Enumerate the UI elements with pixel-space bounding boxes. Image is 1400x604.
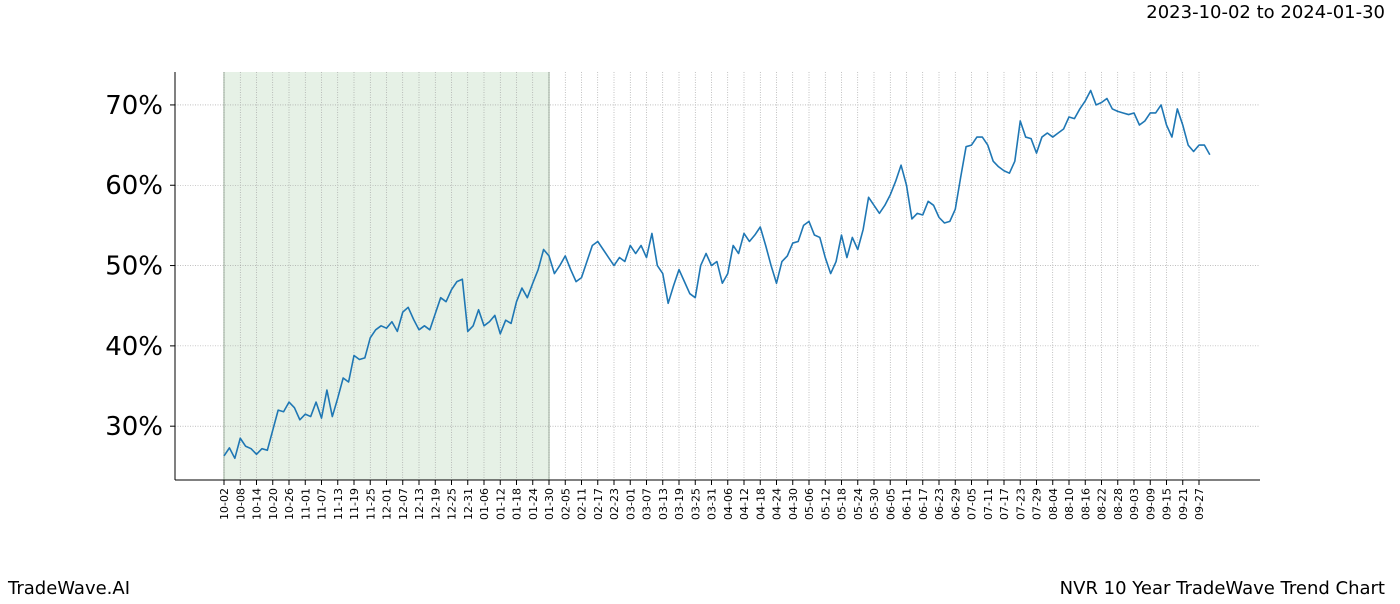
x-tick-label: 06-23	[933, 488, 946, 520]
x-tick-label: 02-05	[559, 488, 572, 520]
x-tick-label: 07-17	[998, 488, 1011, 520]
x-tick-label: 05-12	[819, 488, 832, 520]
x-tick-label: 02-11	[576, 488, 589, 520]
x-tick-label: 08-22	[1096, 488, 1109, 520]
x-tick-label: 03-01	[624, 488, 637, 520]
x-tick-label: 05-24	[852, 488, 865, 520]
x-tick-label: 09-03	[1128, 488, 1141, 520]
chart-name: NVR 10 Year TradeWave Trend Chart	[1060, 578, 1385, 599]
x-tick-label: 01-12	[494, 488, 507, 520]
x-tick-label: 11-13	[332, 488, 345, 520]
x-tick-label: 01-24	[527, 488, 540, 520]
x-tick-label: 02-23	[608, 488, 621, 520]
x-tick-label: 12-31	[462, 488, 475, 520]
x-tick-label: 11-19	[348, 488, 361, 520]
x-tick-label: 10-14	[251, 488, 264, 520]
x-tick-label: 06-11	[901, 488, 914, 520]
x-tick-label: 10-20	[267, 488, 280, 520]
x-tick-label: 06-29	[949, 488, 962, 520]
x-tick-label: 05-06	[803, 488, 816, 520]
x-tick-label: 09-21	[1177, 488, 1190, 520]
x-tick-label: 08-10	[1063, 488, 1076, 520]
shaded-range	[224, 72, 549, 480]
x-tick-label: 04-18	[754, 488, 767, 520]
x-tick-label: 07-23	[1014, 488, 1027, 520]
x-tick-label: 12-19	[429, 488, 442, 520]
x-tick-label: 01-06	[478, 488, 491, 520]
x-tick-label: 06-17	[917, 488, 930, 520]
x-tick-label: 12-01	[381, 488, 394, 520]
x-tick-label: 03-31	[706, 488, 719, 520]
x-tick-label: 11-25	[364, 488, 377, 520]
x-tick-label: 05-18	[836, 488, 849, 520]
x-tick-label: 10-02	[218, 488, 231, 520]
x-tick-label: 09-09	[1144, 488, 1157, 520]
line-series	[223, 89, 1211, 460]
x-tick-label: 03-19	[673, 488, 686, 520]
date-range: 2023-10-02 to 2024-01-30	[1146, 2, 1385, 23]
x-tick-label: 12-07	[397, 488, 410, 520]
x-tick-label: 06-05	[884, 488, 897, 520]
x-tick-label: 09-27	[1193, 488, 1206, 520]
y-tick-label: 70%	[105, 91, 163, 121]
y-tick-label: 40%	[105, 332, 163, 362]
x-tick-label: 08-28	[1112, 488, 1125, 520]
x-tick-label: 08-04	[1047, 488, 1060, 520]
x-tick-label: 12-13	[413, 488, 426, 520]
y-tick-label: 60%	[105, 171, 163, 201]
x-tick-label: 10-26	[283, 488, 296, 520]
x-tick-label: 11-07	[316, 488, 329, 520]
x-tick-label: 04-30	[787, 488, 800, 520]
x-tick-label: 02-17	[592, 488, 605, 520]
x-tick-label: 03-07	[641, 488, 654, 520]
x-tick-label: 09-15	[1161, 488, 1174, 520]
x-tick-label: 12-25	[446, 488, 459, 520]
x-tick-label: 07-05	[966, 488, 979, 520]
x-tick-label: 07-11	[982, 488, 995, 520]
brand: TradeWave.AI	[7, 578, 130, 599]
x-tick-label: 08-16	[1079, 488, 1092, 520]
y-tick-label: 50%	[105, 252, 163, 282]
x-tick-label: 03-25	[689, 488, 702, 520]
x-tick-label: 04-06	[722, 488, 735, 520]
x-tick-label: 01-30	[543, 488, 556, 520]
x-tick-label: 04-12	[738, 488, 751, 520]
x-tick-label: 11-01	[299, 488, 312, 520]
x-tick-label: 01-18	[511, 488, 524, 520]
x-tick-label: 04-24	[771, 488, 784, 520]
x-tick-label: 05-30	[868, 488, 881, 520]
x-tick-label: 03-13	[657, 488, 670, 520]
x-tick-label: 10-08	[234, 488, 247, 520]
x-tick-label: 07-29	[1031, 488, 1044, 520]
y-tick-label: 30%	[105, 412, 163, 442]
